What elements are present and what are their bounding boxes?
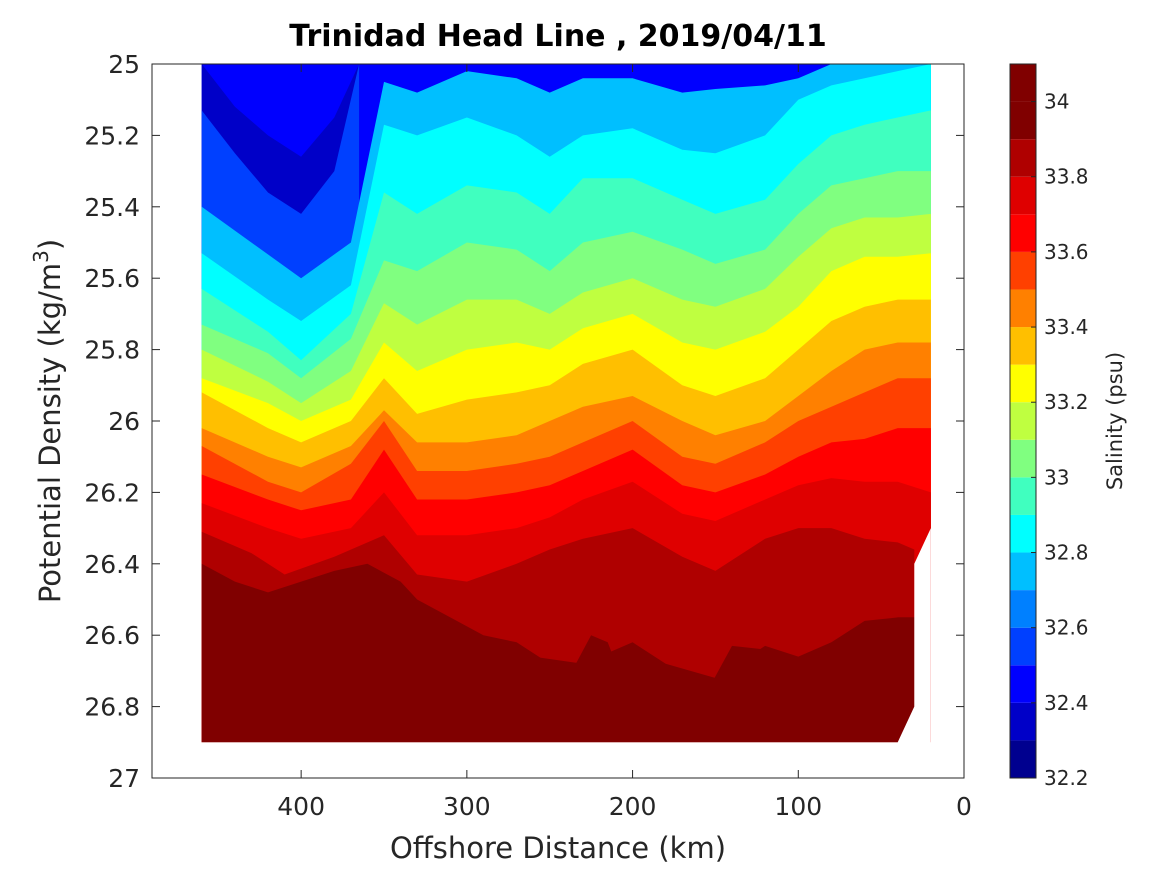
colorbar-swatch (1010, 740, 1036, 778)
y-axis-label-end: ) (33, 239, 67, 250)
y-tick-label: 26.4 (84, 550, 140, 579)
y-tick-label: 26.2 (84, 478, 140, 507)
colorbar-swatch (1010, 439, 1036, 478)
colorbar-swatch (1010, 64, 1036, 102)
y-axis-ticks: 25 25.2 25.4 25.6 25.8 26 26.2 26.4 26.6 26.8 27 (84, 50, 964, 793)
y-tick-label: 26.6 (84, 621, 140, 650)
colorbar-swatch (1010, 665, 1036, 703)
colorbar-frame (1009, 63, 1037, 779)
plot-area (152, 64, 964, 778)
colorbar-swatch (1010, 139, 1036, 177)
y-tick-label: 27 (108, 764, 140, 793)
colorbar-tick-label: 33.8 (1044, 165, 1089, 189)
x-tick-label: 200 (609, 792, 657, 821)
y-tick-label: 25.2 (84, 121, 140, 150)
colorbar-swatch (1010, 477, 1036, 515)
colorbar-swatch (1010, 289, 1036, 328)
y-axis-label-main: Potential Density (kg/m (33, 263, 67, 603)
colorbar-tick-label: 33.4 (1044, 315, 1089, 339)
y-axis-label-sup: 3 (29, 250, 53, 263)
colorbar-swatch (1010, 627, 1036, 666)
colorbar-tick-label: 33 (1044, 465, 1069, 489)
y-tick-label: 25.8 (84, 336, 140, 365)
y-tick-label: 26 (108, 407, 140, 436)
colorbar-swatch (1010, 552, 1036, 591)
x-tick-label: 0 (956, 792, 972, 821)
colorbar-swatch (1010, 364, 1036, 403)
colorbar-tick-label: 32.8 (1044, 541, 1089, 565)
y-tick-label: 25.6 (84, 264, 140, 293)
colorbar-label: Salinity (psu) (1103, 352, 1127, 490)
x-axis-ticks: 400 300 200 100 0 (277, 64, 972, 821)
y-axis-label: Potential Density (kg/m3) (29, 239, 67, 603)
no-data-region (897, 528, 931, 778)
colorbar-tick-label: 32.6 (1044, 616, 1089, 640)
colorbar-swatch (1010, 327, 1036, 365)
colorbar-swatch (1010, 702, 1036, 741)
colorbar-ticks: 32.2 32.4 32.6 32.8 33 33.2 33.4 33.6 33.8 34 (1031, 90, 1089, 790)
salinity-contour-bands (152, 64, 964, 778)
colorbar-swatch (1010, 176, 1036, 215)
colorbar-swatch (1010, 101, 1036, 140)
x-axis-label: Offshore Distance (km) (390, 831, 726, 865)
colorbar-swatch (1010, 402, 1036, 440)
x-tick-label: 100 (774, 792, 822, 821)
salinity-band-15 (201, 599, 915, 743)
x-tick-label: 300 (443, 792, 491, 821)
chart-title: Trinidad Head Line , 2019/04/11 (289, 19, 826, 54)
colorbar-tick-label: 34 (1044, 90, 1069, 114)
colorbar-tick-label: 32.4 (1044, 691, 1089, 715)
colorbar-swatch (1010, 251, 1036, 290)
colorbar-swatch (1010, 590, 1036, 628)
colorbar-tick-label: 33.2 (1044, 390, 1089, 414)
y-tick-label: 26.8 (84, 693, 140, 722)
no-data-bottom (152, 742, 964, 778)
colorbar-swatch (1010, 214, 1036, 252)
x-tick-label: 400 (277, 792, 325, 821)
colorbar-tick-label: 33.6 (1044, 240, 1089, 264)
y-tick-label: 25.4 (84, 193, 140, 222)
colorbar-tick-label: 32.2 (1044, 766, 1089, 790)
colorbar (1010, 64, 1036, 778)
colorbar-swatch (1010, 514, 1036, 553)
y-tick-label: 25 (108, 50, 140, 79)
